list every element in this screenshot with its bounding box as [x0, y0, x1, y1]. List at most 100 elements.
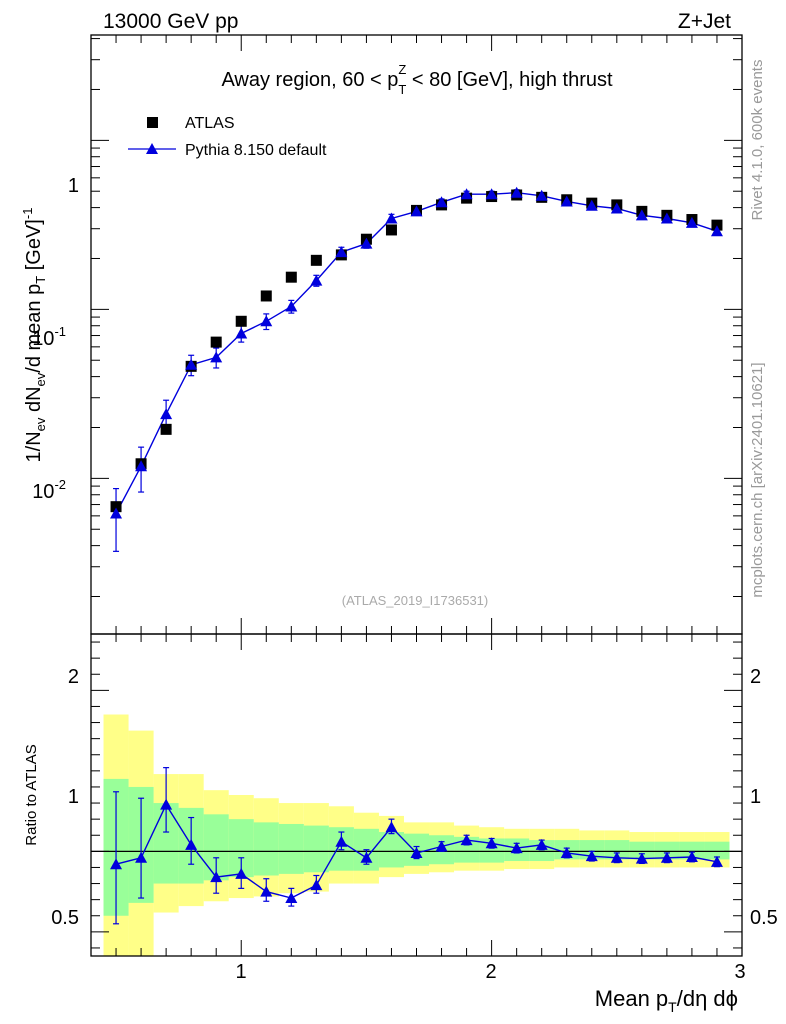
plot-title-sub: T [398, 82, 406, 97]
ratio-axes [90, 634, 743, 956]
mc-point [260, 315, 273, 327]
ratio-ylabel: Ratio to ATLAS [23, 744, 40, 845]
ratio-ytick-labels-right: 2 1 0.5 [750, 666, 778, 929]
ratio-mc-point [585, 850, 598, 862]
ratio-mc-point [510, 842, 523, 854]
main-panel: Away region, 60 < pZ T < 80 [GeV], high t… [20, 34, 743, 635]
band-inner-bin [253, 822, 279, 876]
band-inner-bin [629, 841, 655, 860]
mc-point [385, 212, 398, 224]
main-ylabel-part-3: dN [23, 386, 45, 417]
ratio-mc-point [410, 846, 423, 858]
ratio-ytick-05-right: 0.5 [750, 907, 778, 929]
ratio-mc-point [185, 838, 198, 850]
ytick-1e-1-base: 10 [32, 328, 54, 350]
mc-point [635, 209, 648, 221]
band-inner-bin [278, 823, 304, 874]
ratio-ytick-05: 0.5 [51, 907, 79, 929]
mc-point [185, 358, 198, 370]
ratio-mc-point [310, 879, 323, 891]
legend-mc-marker [146, 143, 158, 154]
mc-point [510, 186, 523, 198]
header-left: 13000 GeV pp [103, 10, 238, 33]
plot-title-sup: Z [398, 62, 406, 77]
mc-point [160, 408, 173, 420]
ytick-label-1e-1: 10-1 [32, 324, 66, 350]
ratio-ytick-1: 1 [68, 786, 79, 808]
mc-point [135, 460, 148, 472]
ratio-mc-point [285, 892, 298, 904]
plot-title-text: Away region, 60 < p [221, 69, 398, 91]
band-inner-bin [579, 840, 605, 860]
plot-title: Away region, 60 < pZ T < 80 [GeV], high t… [221, 62, 613, 97]
main-ylabel-part-7: [GeV] [23, 219, 45, 276]
ratio-mc-point [160, 798, 173, 810]
ratio-ytick-2-right: 2 [750, 666, 761, 688]
mc-point [435, 196, 448, 208]
band-inner-bin [604, 840, 630, 860]
main-ytick-labels: 10-2 10-1 1 [32, 175, 79, 503]
atlas-point [711, 219, 723, 231]
mc-point [310, 274, 323, 286]
mc-point [685, 216, 698, 228]
ytick-label-1: 1 [68, 175, 79, 197]
ratio-mc-point [660, 851, 673, 863]
atlas-point [235, 315, 247, 327]
legend: ATLAS Pythia 8.150 default [128, 115, 327, 159]
mc-point [410, 205, 423, 217]
main-data-layer [110, 186, 723, 552]
mc-point [460, 188, 473, 200]
ratio-mc-point [485, 837, 498, 849]
xlabel-part-1: Mean p [595, 986, 668, 1011]
band-inner-bin [303, 825, 329, 873]
band-inner-bin [654, 841, 680, 860]
main-ylabel-part-2: ev [33, 417, 48, 431]
ratio-ytick-labels-left: 2 1 0.5 [51, 666, 79, 929]
atlas-point [285, 271, 297, 283]
ytick-1e-1-exp: -1 [54, 324, 66, 339]
ratio-mc-point [685, 850, 698, 862]
ratio-mc-point [210, 871, 223, 883]
main-axes [90, 35, 743, 634]
ratio-mc-point [460, 834, 473, 846]
main-ylabel-part-8: -1 [20, 208, 35, 220]
xtick-label-2: 2 [485, 961, 496, 983]
mc-point [660, 212, 673, 224]
atlas-point [385, 224, 397, 236]
ratio-mc-point [260, 885, 273, 897]
mc-point [710, 225, 723, 237]
atlas-point [310, 254, 322, 266]
mcplots-label: mcplots.cern.ch [arXiv:2401.10621] [749, 362, 766, 597]
ratio-mc-point [235, 867, 248, 879]
plot-title-tail: < 80 [GeV], high thrust [406, 69, 613, 91]
ratio-data-layer [91, 714, 742, 956]
band-inner-bin [704, 841, 730, 860]
ytick-label-1e-2: 10-2 [32, 477, 66, 503]
rivet-label: Rivet 4.1.0, 600k events [749, 60, 766, 221]
mc-point [535, 189, 548, 201]
header-right: Z+Jet [678, 10, 731, 33]
xtick-label-1: 1 [235, 961, 246, 983]
ratio-ytick-2: 2 [68, 666, 79, 688]
xtick-labels: 1 2 3 [235, 961, 745, 983]
main-ylabel-part-4: ev [33, 372, 48, 386]
atlas-point [160, 423, 172, 435]
mc-point [285, 300, 298, 312]
ratio-mc-point [560, 846, 573, 858]
analysis-id: (ATLAS_2019_I1736531) [342, 593, 488, 608]
ratio-mc-point [635, 852, 648, 864]
ratio-mc-point [710, 855, 723, 867]
xlabel: Mean pT/dη dϕ [595, 986, 738, 1015]
legend-atlas-marker [147, 117, 158, 128]
main-ylabel-part-1: 1/N [23, 431, 45, 462]
mc-point [360, 237, 373, 249]
atlas-point [260, 290, 272, 302]
main-ylabel-part-6: T [33, 276, 48, 284]
main-ylabel: 1/Nev dNev/d mean pT [GeV]-1 [20, 208, 48, 463]
mc-point [610, 202, 623, 214]
band-inner-bin [679, 841, 705, 860]
xlabel-part-2: T [668, 999, 677, 1015]
ratio-mc-point [535, 838, 548, 850]
mc-line [115, 191, 718, 514]
